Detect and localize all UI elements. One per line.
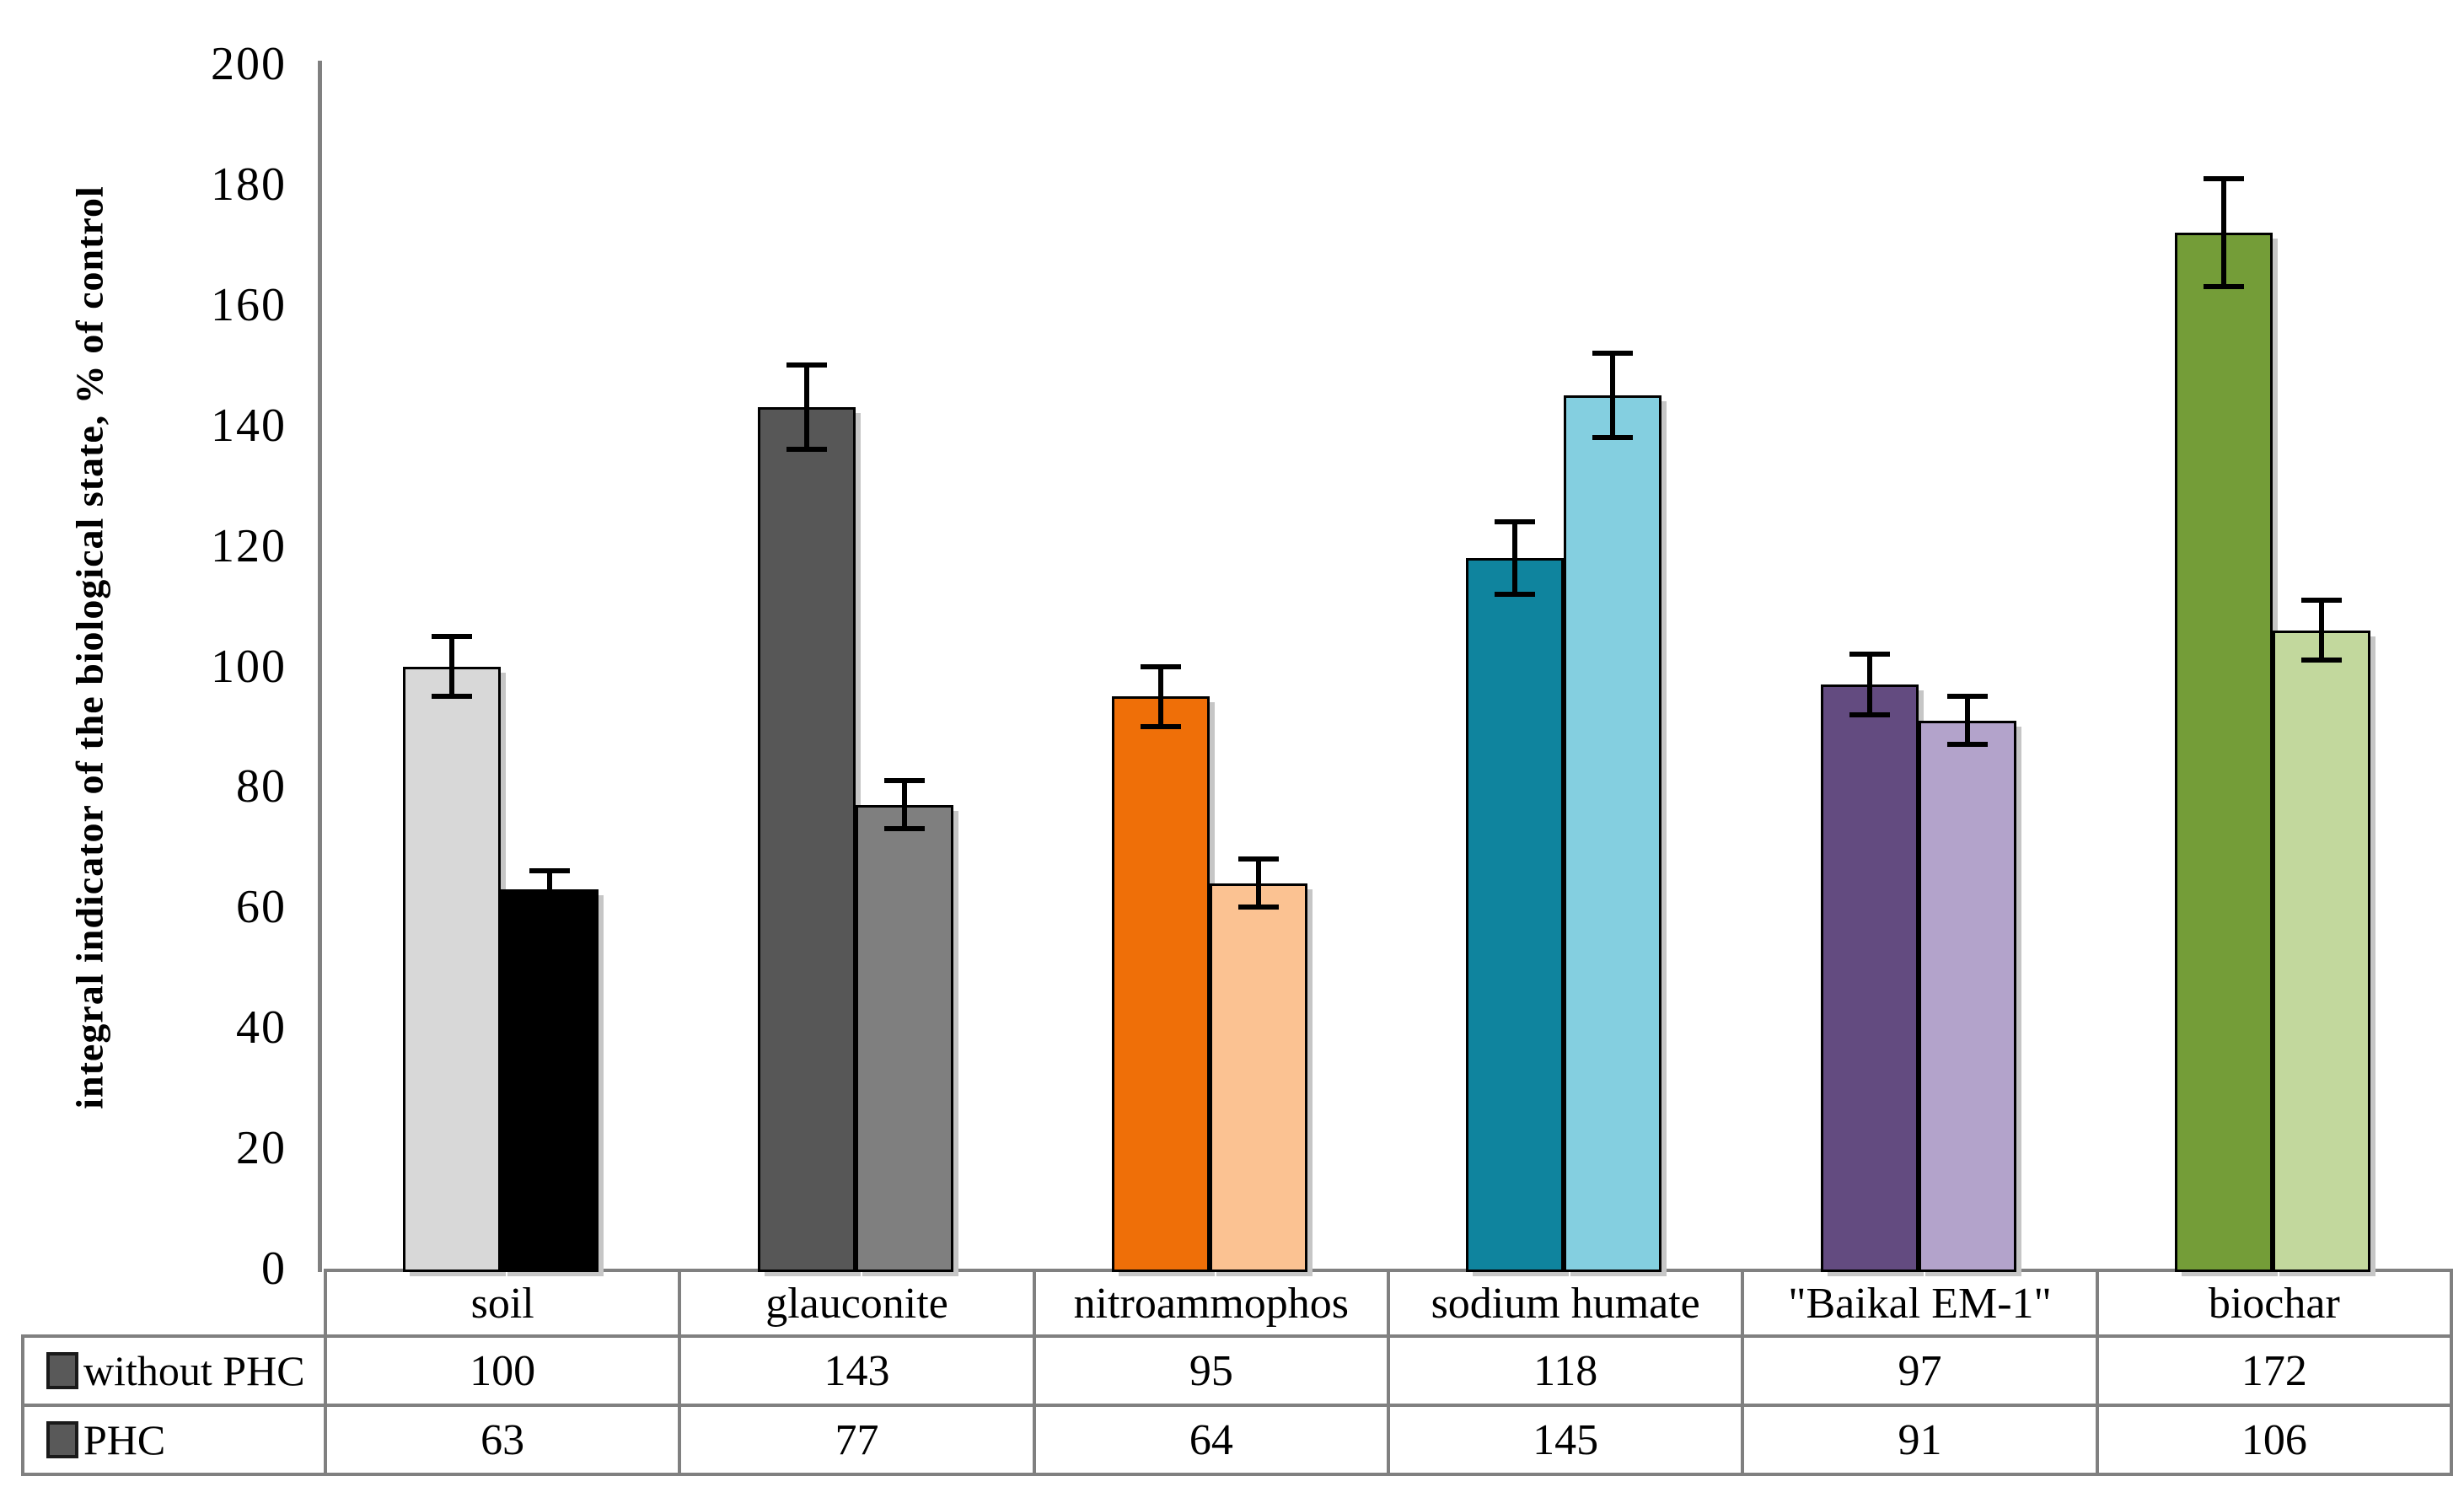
error-bar-cap-top [1495,519,1536,525]
error-bar-line [803,365,809,450]
y-tick-label: 60 [236,881,287,934]
error-bar-line [1964,696,1970,745]
error-bar-cap-bottom [1946,742,1988,748]
category-header-cell: sodium humate [1387,1269,1745,1338]
bar-without-phc [2174,233,2273,1272]
table-value-cell: 91 [1741,1404,2099,1476]
y-tick-label: 20 [236,1122,287,1175]
bar-phc [501,888,599,1272]
error-bar-cap-top [2300,597,2342,603]
error-bar-cap-bottom [2203,284,2244,290]
y-tick-label: 140 [211,399,287,452]
error-bar-cap-bottom [1849,711,1890,717]
table-value-cell: 63 [324,1404,682,1476]
y-tick-label: 0 [261,1243,287,1295]
y-tick-label: 120 [211,519,287,572]
error-bar-cap-top [529,868,571,874]
error-bar-line [901,781,907,829]
category-header-cell: soil [324,1269,682,1338]
error-bar-cap-bottom [883,826,925,832]
y-axis-line-segment [318,61,322,1272]
series-name-label: without PHC [83,1347,305,1394]
error-bar-cap-top [2203,175,2244,181]
series-row-header: PHC [21,1404,327,1476]
y-tick-label: 40 [236,1001,287,1055]
bar-without-phc [757,407,856,1272]
error-bar-cap-bottom [1140,723,1181,729]
error-bar-line [1255,859,1261,908]
bar-phc [2272,630,2370,1272]
error-bar-cap-bottom [786,447,827,453]
table-value-cell: 106 [2095,1404,2453,1476]
bar-phc [855,804,953,1272]
error-bar-cap-top [786,362,827,368]
legend-key-swatch [46,1421,78,1458]
table-value-cell: 97 [1741,1334,2099,1407]
error-bar-cap-bottom [432,694,473,700]
error-bar-cap-top [1946,694,1988,700]
table-value-cell: 64 [1032,1404,1390,1476]
series-row-header: without PHC [21,1334,327,1407]
error-bar-cap-bottom [529,905,571,910]
error-bar-cap-top [883,778,925,784]
error-bar-cap-bottom [2300,658,2342,663]
y-tick-label: 180 [211,158,287,211]
bar-phc [1564,395,1662,1272]
bar-without-phc [403,666,502,1272]
table-value-cell: 100 [324,1334,682,1407]
category-header-cell: "Baikal EM-1" [1741,1269,2099,1338]
bar-phc [1918,720,2016,1272]
y-tick-label: 100 [211,640,287,693]
category-header-cell: nitroammophos [1032,1269,1390,1338]
error-bar-line [2220,178,2226,287]
error-bar-line [2318,599,2324,661]
error-bar-line [1866,654,1872,715]
series-name-label: PHC [83,1416,166,1463]
table-value-cell: 145 [1387,1404,1745,1476]
y-tick-label: 80 [236,760,287,813]
error-bar-cap-bottom [1495,591,1536,597]
table-value-cell: 143 [678,1334,1036,1407]
bar-without-phc [1820,684,1919,1272]
error-bar-cap-top [1849,652,1890,658]
bar-phc [1209,883,1307,1272]
error-bar-line [547,871,553,908]
category-header-cell: biochar [2095,1269,2453,1338]
table-value-cell: 118 [1387,1334,1745,1407]
y-tick-label: 160 [211,278,287,331]
legend-key-swatch [46,1352,78,1389]
error-bar-cap-top [1237,856,1279,862]
y-tick-label: 200 [211,38,287,90]
table-value-cell: 95 [1032,1334,1390,1407]
error-bar-line [449,636,455,697]
error-bar-line [1512,522,1518,594]
bar-without-phc [1111,696,1210,1272]
error-bar-cap-top [432,633,473,639]
error-bar-line [1157,666,1163,727]
category-header-cell: glauconite [678,1269,1036,1338]
error-bar-cap-bottom [1237,905,1279,910]
error-bar-cap-bottom [1592,434,1634,440]
error-bar-cap-top [1140,663,1181,669]
error-bar-line [1610,352,1616,438]
table-value-cell: 77 [678,1404,1036,1476]
table-value-cell: 172 [2095,1334,2453,1407]
bar-without-phc [1466,557,1565,1272]
error-bar-cap-top [1592,350,1634,356]
